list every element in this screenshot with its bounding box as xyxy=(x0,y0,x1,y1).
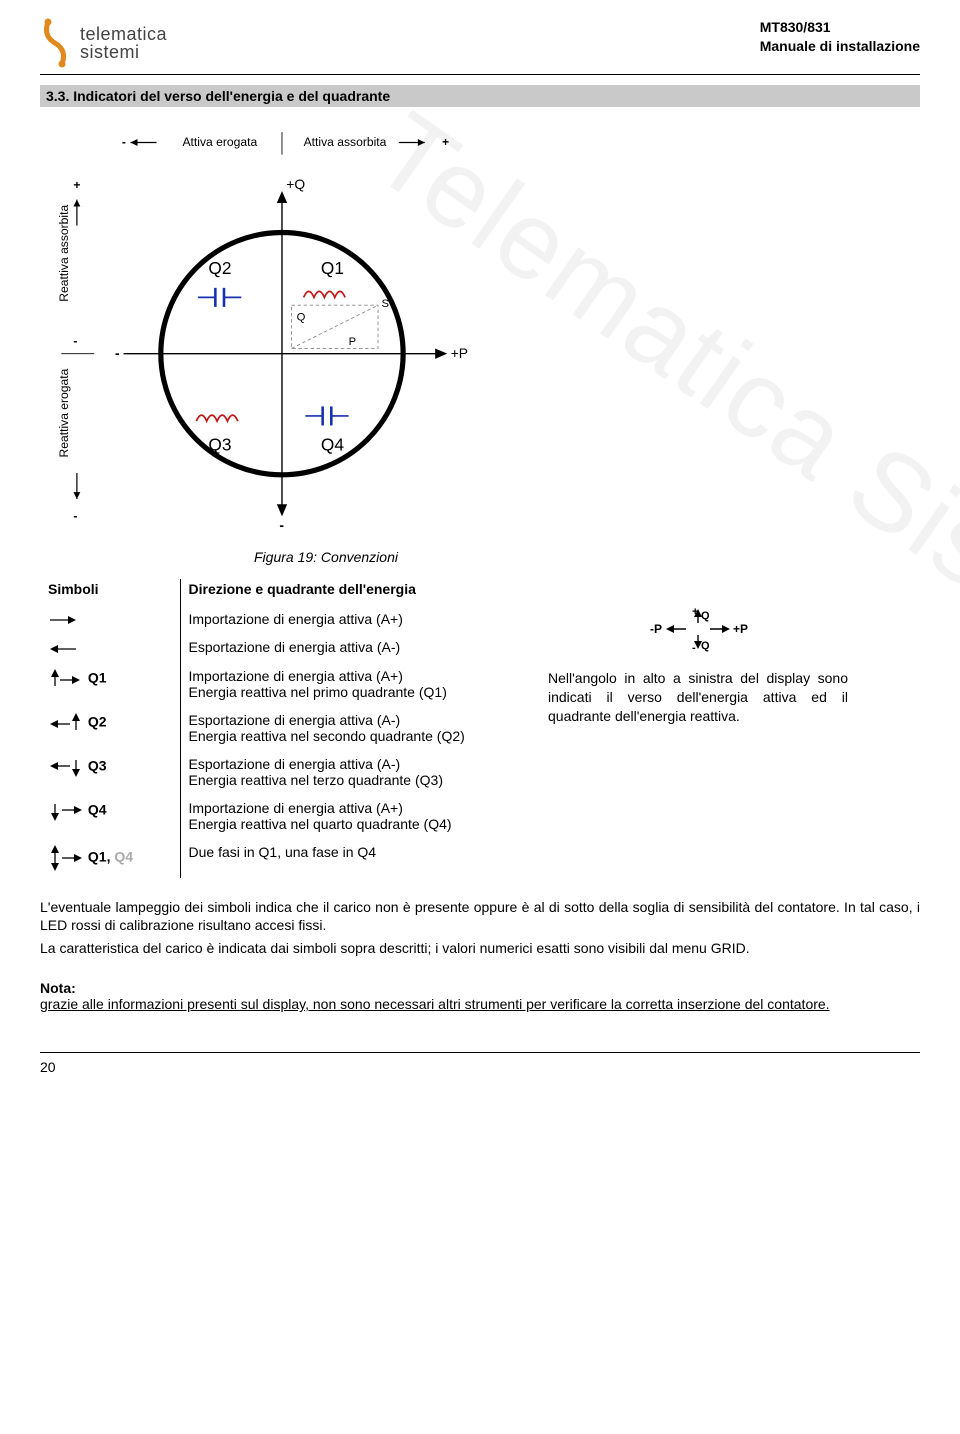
coil-q3-icon xyxy=(196,415,238,421)
table-row: Q1, Q4 Due fasi in Q1, una fase in Q4 xyxy=(40,838,530,878)
body-p1: L'eventuale lampeggio dei simboli indica… xyxy=(40,898,920,936)
section-title: 3.3. Indicatori del verso dell'energia e… xyxy=(40,85,920,107)
Q-label: Q xyxy=(297,312,306,324)
arrow-left-down-icon xyxy=(48,756,84,778)
figure-19: - Attiva erogata Attiva assorbita + + Re… xyxy=(44,117,920,565)
doc-reference: MT830/831 Manuale di installazione xyxy=(760,18,920,56)
capacitor-q2-icon xyxy=(198,288,241,307)
desc2: Energia reattiva nel quarto quadrante (Q… xyxy=(189,816,519,832)
arrow-left-icon xyxy=(48,642,78,656)
sym-q: Q2 xyxy=(88,713,107,729)
attiva-assorbita: Attiva assorbita xyxy=(304,135,387,149)
page-header: telematica sistemi MT830/831 Manuale di … xyxy=(40,18,920,75)
table-row: Q3 Esportazione di energia attiva (A-)En… xyxy=(40,750,530,794)
table-row: Q4 Importazione di energia attiva (A+)En… xyxy=(40,794,530,838)
top-plus: + xyxy=(442,135,449,149)
arrow-up-right-icon xyxy=(48,668,84,690)
logo: telematica sistemi xyxy=(40,18,167,68)
desc: Esportazione di energia attiva (A-) xyxy=(189,756,519,772)
top-minus: - xyxy=(122,135,126,149)
svg-text:Q: Q xyxy=(701,610,710,622)
sym-q: Q3 xyxy=(88,757,107,773)
q4-label: Q4 xyxy=(321,435,344,455)
plusQ: +Q xyxy=(286,176,305,192)
desc: Esportazione di energia attiva (A-) xyxy=(189,712,519,728)
q3-label: Q3 xyxy=(208,435,231,455)
desc: Due fasi in Q1, una fase in Q4 xyxy=(180,838,530,878)
attiva-erogata: Attiva erogata xyxy=(182,135,257,149)
nota-text: grazie alle informazioni presenti sul di… xyxy=(40,996,920,1012)
figure-caption: Figura 19: Convenzioni xyxy=(254,549,398,565)
table-row: Q2 Esportazione di energia attiva (A-)En… xyxy=(40,706,530,750)
side-plus: + xyxy=(73,178,80,192)
nota-block: Nota: grazie alle informazioni presenti … xyxy=(40,980,920,1012)
logo-line1: telematica xyxy=(80,25,167,43)
table-row: Q1 Importazione di energia attiva (A+)En… xyxy=(40,662,530,706)
logo-line2: sistemi xyxy=(80,43,167,61)
reattiva-erogata: Reattiva erogata xyxy=(57,368,71,457)
arrow-left-up-icon xyxy=(48,712,84,734)
desc: Importazione di energia attiva (A+) xyxy=(189,800,519,816)
P-label: P xyxy=(349,336,357,348)
symbols-table: Simboli Direzione e quadrante dell'energ… xyxy=(40,579,530,878)
sym-q-a: Q1, xyxy=(88,848,111,864)
body-p2: La caratteristica del carico è indicata … xyxy=(40,939,920,958)
svg-text:Q: Q xyxy=(701,640,710,652)
page-number: 20 xyxy=(40,1059,56,1075)
page-footer: 20 xyxy=(40,1052,920,1075)
side-minus2: - xyxy=(73,509,77,523)
S-label: S xyxy=(381,298,389,310)
sym-q: Q4 xyxy=(88,801,107,817)
desc2: Energia reattiva nel secondo quadrante (… xyxy=(189,728,519,744)
arrow-down-right-icon xyxy=(48,800,84,822)
sidebox-text: Nell'angolo in alto a sinistra del displ… xyxy=(548,669,848,726)
minus-y: - xyxy=(279,517,284,533)
desc: Importazione di energia attiva (A+) xyxy=(189,668,519,684)
sym-q: Q1 xyxy=(88,669,107,685)
capacitor-q4-icon xyxy=(305,406,348,425)
svg-text:+P: +P xyxy=(733,622,748,636)
table-row: Esportazione di energia attiva (A-) xyxy=(40,633,530,661)
head-direzione: Direzione e quadrante dell'energia xyxy=(180,579,530,605)
svg-text:-P: -P xyxy=(650,622,662,636)
side-minus1: - xyxy=(73,334,77,348)
quadrant-diagram: - Attiva erogata Attiva assorbita + + Re… xyxy=(44,117,494,547)
logo-icon xyxy=(40,18,74,68)
desc: Importazione di energia attiva (A+) xyxy=(180,605,530,633)
display-indicator-note: -P +P + Q - Q Nell'angolo in alto a sini… xyxy=(548,605,848,726)
sym-q-b: Q4 xyxy=(114,848,133,864)
plusP: +P xyxy=(451,345,468,361)
table-header-row: Simboli Direzione e quadrante dell'energ… xyxy=(40,579,530,605)
doc-title: Manuale di installazione xyxy=(760,37,920,56)
pq-indicator-icon: -P +P + Q - Q xyxy=(648,605,748,655)
body-paragraphs: L'eventuale lampeggio dei simboli indica… xyxy=(40,898,920,959)
reattiva-assorbita: Reattiva assorbita xyxy=(57,205,71,302)
desc2: Energia reattiva nel terzo quadrante (Q3… xyxy=(189,772,519,788)
table-row: Importazione di energia attiva (A+) xyxy=(40,605,530,633)
q2-label: Q2 xyxy=(208,258,231,278)
q1-label: Q1 xyxy=(321,258,344,278)
arrow-right-icon xyxy=(48,613,78,627)
desc: Esportazione di energia attiva (A-) xyxy=(180,633,530,661)
desc2: Energia reattiva nel primo quadrante (Q1… xyxy=(189,684,519,700)
arrow-updown-right-icon xyxy=(48,844,84,872)
nota-label: Nota: xyxy=(40,980,920,996)
coil-q1-icon xyxy=(304,291,346,297)
minus-x: - xyxy=(115,345,120,361)
doc-code: MT830/831 xyxy=(760,18,920,37)
head-simboli: Simboli xyxy=(40,579,180,605)
